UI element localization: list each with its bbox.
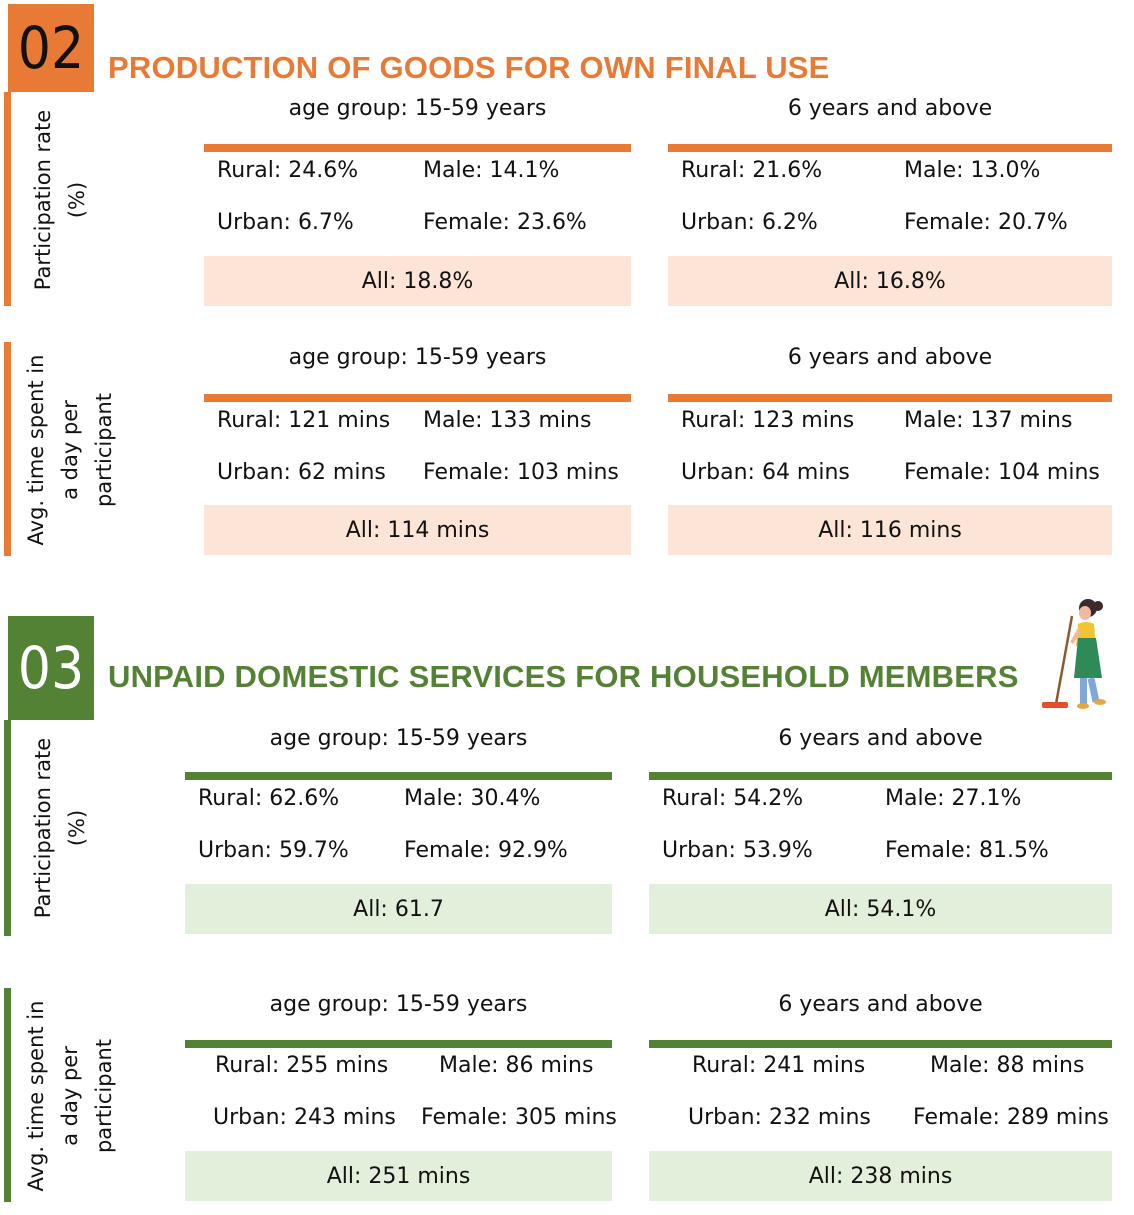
rural-value: Rural: 21.6% bbox=[681, 158, 823, 183]
label-line1: Avg. time spent in bbox=[24, 354, 48, 546]
panel-rule bbox=[649, 772, 1112, 780]
section-03-title: UNPAID DOMESTIC SERVICES FOR HOUSEHOLD M… bbox=[108, 659, 1019, 694]
section-03-time-bar bbox=[4, 988, 11, 1202]
urban-value: Urban: 62 mins bbox=[217, 460, 386, 485]
s03-participation-6plus-panel: 6 years and above Rural: 54.2% Male: 27.… bbox=[649, 726, 1112, 938]
rural-value: Rural: 24.6% bbox=[217, 158, 359, 183]
section-02-number: 02 bbox=[17, 14, 85, 82]
rural-value: Rural: 255 mins bbox=[215, 1053, 389, 1078]
all-value: All: 16.8% bbox=[668, 256, 1112, 306]
rural-value: Rural: 241 mins bbox=[692, 1053, 866, 1078]
section-03-time-label: Avg. time spent in a day per participant bbox=[24, 989, 116, 1203]
rural-value: Rural: 123 mins bbox=[681, 408, 855, 433]
label-line2: a day per bbox=[58, 1046, 82, 1146]
panel-header: 6 years and above bbox=[787, 96, 993, 121]
section-02-time-bar bbox=[4, 342, 11, 556]
female-value: Female: 81.5% bbox=[885, 838, 1049, 863]
male-value: Male: 30.4% bbox=[404, 786, 541, 811]
urban-value: Urban: 243 mins bbox=[213, 1105, 396, 1130]
male-value: Male: 86 mins bbox=[439, 1053, 594, 1078]
panel-header: 6 years and above bbox=[778, 726, 983, 751]
panel-header: age group: 15-59 years bbox=[288, 345, 547, 370]
section-02-number-badge: 02 bbox=[8, 4, 94, 92]
section-03-participation-bar bbox=[4, 720, 11, 936]
rural-value: Rural: 121 mins bbox=[217, 408, 391, 433]
panel-rule bbox=[185, 1040, 612, 1048]
s02-participation-6plus-panel: 6 years and above Rural: 21.6% Male: 13.… bbox=[668, 96, 1112, 308]
all-value: All: 54.1% bbox=[649, 884, 1112, 934]
rural-value: Rural: 62.6% bbox=[198, 786, 340, 811]
male-value: Male: 13.0% bbox=[904, 158, 1041, 183]
panel-header: age group: 15-59 years bbox=[269, 992, 528, 1017]
male-value: Male: 133 mins bbox=[423, 408, 592, 433]
urban-value: Urban: 59.7% bbox=[198, 838, 349, 863]
panel-rule bbox=[668, 394, 1112, 402]
all-value: All: 116 mins bbox=[668, 505, 1112, 555]
urban-value: Urban: 6.2% bbox=[681, 210, 818, 235]
label-line1: Avg. time spent in bbox=[24, 1000, 48, 1192]
panel-header: age group: 15-59 years bbox=[269, 726, 528, 751]
panel-header: age group: 15-59 years bbox=[288, 96, 547, 121]
female-value: Female: 92.9% bbox=[404, 838, 568, 863]
woman-sweeping-icon bbox=[1042, 599, 1106, 709]
s02-participation-age-panel: age group: 15-59 years Rural: 24.6% Male… bbox=[204, 96, 631, 308]
panel-rule bbox=[185, 772, 612, 780]
urban-value: Urban: 6.7% bbox=[217, 210, 354, 235]
panel-rule bbox=[204, 144, 631, 152]
panel-header: 6 years and above bbox=[787, 345, 993, 370]
section-02-time-label: Avg. time spent in a day per participant bbox=[24, 343, 116, 557]
female-value: Female: 289 mins bbox=[913, 1105, 1109, 1130]
urban-value: Urban: 232 mins bbox=[688, 1105, 871, 1130]
panel-rule bbox=[204, 394, 631, 402]
all-value: All: 18.8% bbox=[204, 256, 631, 306]
label-line3: participant bbox=[92, 393, 116, 508]
section-03-participation-label: Participation rate (%) bbox=[31, 721, 89, 935]
s03-time-age-panel: age group: 15-59 years Rural: 255 mins M… bbox=[185, 992, 617, 1204]
section-02-title: PRODUCTION OF GOODS FOR OWN FINAL USE bbox=[108, 50, 830, 85]
label-line3: participant bbox=[92, 1039, 116, 1154]
s03-participation-age-panel: age group: 15-59 years Rural: 62.6% Male… bbox=[185, 726, 612, 938]
s02-time-age-panel: age group: 15-59 years Rural: 121 mins M… bbox=[204, 345, 631, 557]
label-line2: (%) bbox=[65, 181, 89, 219]
panel-rule bbox=[668, 144, 1112, 152]
section-02-participation-bar bbox=[4, 92, 11, 306]
s03-time-6plus-panel: 6 years and above Rural: 241 mins Male: … bbox=[649, 992, 1112, 1204]
s02-time-6plus-panel: 6 years and above Rural: 123 mins Male: … bbox=[668, 345, 1112, 557]
all-value: All: 61.7 bbox=[185, 884, 612, 934]
female-value: Female: 104 mins bbox=[904, 460, 1100, 485]
male-value: Male: 27.1% bbox=[885, 786, 1022, 811]
label-line1: Participation rate bbox=[31, 109, 55, 291]
male-value: Male: 88 mins bbox=[930, 1053, 1085, 1078]
female-value: Female: 20.7% bbox=[904, 210, 1068, 235]
label-line2: (%) bbox=[65, 809, 89, 847]
panel-header: 6 years and above bbox=[778, 992, 983, 1017]
section-03-number-badge: 03 bbox=[8, 616, 94, 720]
label-line1: Participation rate bbox=[31, 737, 55, 919]
urban-value: Urban: 64 mins bbox=[681, 460, 850, 485]
male-value: Male: 137 mins bbox=[904, 408, 1073, 433]
female-value: Female: 305 mins bbox=[421, 1105, 617, 1130]
female-value: Female: 23.6% bbox=[423, 210, 587, 235]
urban-value: Urban: 53.9% bbox=[662, 838, 813, 863]
label-line2: a day per bbox=[58, 400, 82, 500]
section-03-number: 03 bbox=[17, 634, 85, 702]
all-value: All: 114 mins bbox=[204, 505, 631, 555]
male-value: Male: 14.1% bbox=[423, 158, 560, 183]
rural-value: Rural: 54.2% bbox=[662, 786, 804, 811]
all-value: All: 251 mins bbox=[185, 1151, 612, 1201]
all-value: All: 238 mins bbox=[649, 1151, 1112, 1201]
panel-rule bbox=[649, 1040, 1112, 1048]
section-02-participation-label: Participation rate (%) bbox=[31, 93, 89, 307]
female-value: Female: 103 mins bbox=[423, 460, 619, 485]
